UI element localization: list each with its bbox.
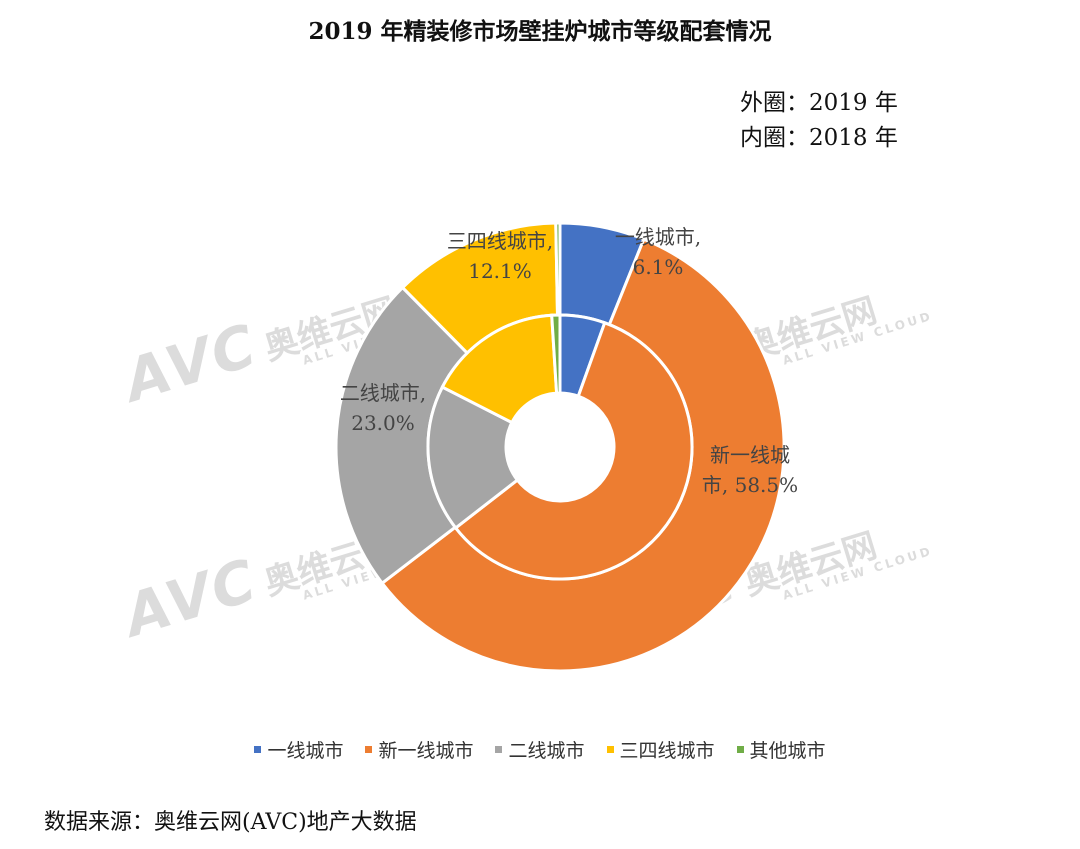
legend-item: 新一线城市 bbox=[365, 736, 473, 763]
legend-item: 一线城市 bbox=[254, 736, 343, 763]
slice-inner-新一线城市 bbox=[453, 320, 694, 581]
slice-inner-三四线城市 bbox=[440, 313, 559, 425]
legend-swatch bbox=[606, 746, 614, 753]
chart-title: 2019 年精装修市场壁挂炉城市等级配套情况 bbox=[308, 18, 772, 45]
legend: 一线城市 新一线城市 二线城市 三四线城市 其他城市 bbox=[0, 736, 1080, 763]
slice-inner-其他城市 bbox=[550, 313, 562, 395]
inner-ring-2018 bbox=[426, 313, 694, 581]
legend-swatch bbox=[736, 746, 744, 753]
legend-item: 二线城市 bbox=[495, 736, 585, 763]
data-label-一线城市: 一线城市, 6.1% bbox=[614, 225, 702, 279]
slice-inner-二线城市 bbox=[426, 385, 520, 531]
legend-swatch bbox=[495, 746, 503, 753]
data-source-note: 数据来源：奥维云网(AVC)地产大数据 bbox=[44, 810, 417, 835]
legend-swatch bbox=[365, 746, 373, 753]
data-label-二线城市: 二线城市, 23.0% bbox=[339, 381, 427, 435]
outer-ring-note: 外圈：2019 年 bbox=[740, 90, 898, 116]
data-label-新一线城市: 新一线城 市, 58.5% bbox=[701, 443, 799, 497]
data-label-三四线城市: 三四线城市, 12.1% bbox=[446, 229, 554, 283]
legend-swatch bbox=[254, 746, 262, 753]
inner-ring-note: 内圈：2018 年 bbox=[740, 125, 898, 151]
legend-item: 其他城市 bbox=[736, 736, 826, 763]
legend-item: 三四线城市 bbox=[606, 736, 715, 763]
outer-ring-2019 bbox=[334, 221, 786, 673]
